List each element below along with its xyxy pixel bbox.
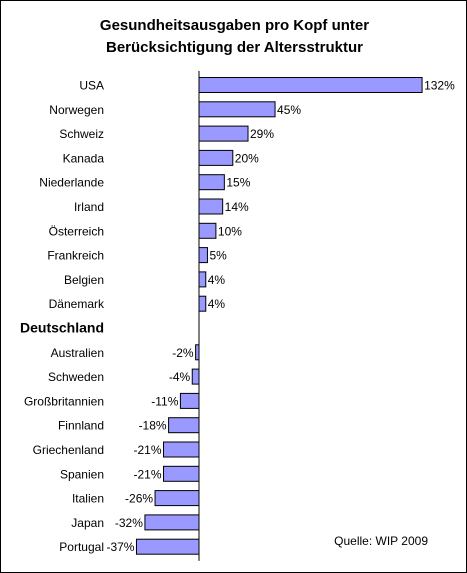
- bar-oesterreich: [198, 222, 217, 239]
- chart-title-line-2: Berücksichtigung der Altersstruktur: [106, 39, 363, 56]
- value-label-belgien: 4%: [208, 273, 226, 287]
- value-label-norwegen: 45%: [277, 103, 301, 117]
- bar-daenemark: [198, 295, 207, 312]
- bar-portugal: [135, 538, 200, 555]
- chart-title-line-1: Gesundheitsausgaben pro Kopf unter: [99, 17, 370, 34]
- category-label-usa: USA: [79, 79, 104, 93]
- category-label-australien: Australien: [51, 346, 104, 360]
- bar-belgien: [198, 271, 207, 288]
- bar-norwegen: [198, 101, 276, 118]
- category-label-kanada: Kanada: [63, 151, 105, 165]
- value-label-schweden: -4%: [169, 370, 191, 384]
- bar-usa: [198, 77, 423, 93]
- value-label-finnland: -18%: [139, 419, 167, 433]
- category-label-japan: Japan: [71, 516, 104, 530]
- category-label-spanien: Spanien: [60, 467, 104, 481]
- value-label-frankreich: 5%: [209, 249, 227, 263]
- bar-japan: [144, 514, 200, 531]
- bar-italien: [154, 490, 200, 507]
- bar-kanada: [198, 149, 234, 166]
- category-label-norwegen: Norwegen: [49, 103, 104, 117]
- category-label-oesterreich: Österreich: [49, 224, 104, 238]
- category-label-portugal: Portugal: [59, 540, 104, 554]
- value-label-grossbritannien: -11%: [151, 394, 178, 408]
- bar-griechenland: [163, 441, 200, 458]
- bar-irland: [198, 198, 224, 215]
- bar-niederlande: [198, 174, 225, 191]
- bar-finnland: [168, 417, 200, 434]
- category-label-deutschland: Deutschland: [20, 320, 104, 336]
- bar-grossbritannien: [179, 392, 200, 409]
- bar-australien: [195, 344, 200, 361]
- bar-schweiz: [198, 125, 249, 142]
- category-label-irland: Irland: [74, 200, 104, 214]
- value-label-niederlande: 15%: [226, 176, 250, 190]
- value-label-kanada: 20%: [235, 151, 259, 165]
- category-label-niederlande: Niederlande: [39, 176, 104, 190]
- value-label-japan: -32%: [115, 516, 143, 530]
- bar-spanien: [163, 465, 200, 482]
- source-note: Quelle: WIP 2009: [334, 534, 428, 548]
- value-label-australien: -2%: [172, 346, 194, 360]
- category-label-italien: Italien: [72, 492, 104, 506]
- category-label-schweden: Schweden: [48, 370, 104, 384]
- value-label-usa: 132%: [424, 79, 455, 93]
- value-label-griechenland: -21%: [133, 443, 161, 457]
- category-label-belgien: Belgien: [64, 273, 104, 287]
- bar-frankreich: [198, 247, 208, 264]
- value-label-portugal: -37%: [106, 540, 134, 554]
- category-label-daenemark: Dänemark: [49, 297, 105, 311]
- category-label-grossbritannien: Großbritannien: [24, 394, 104, 408]
- category-label-schweiz: Schweiz: [59, 127, 104, 141]
- value-label-oesterreich: 10%: [218, 224, 242, 238]
- value-label-daenemark: 4%: [208, 297, 226, 311]
- value-label-irland: 14%: [225, 200, 249, 214]
- category-label-frankreich: Frankreich: [47, 249, 104, 263]
- value-label-italien: -26%: [125, 492, 153, 506]
- category-label-griechenland: Griechenland: [33, 443, 104, 457]
- value-label-schweiz: 29%: [250, 127, 274, 141]
- category-label-finnland: Finnland: [58, 419, 104, 433]
- bar-schweden: [191, 368, 200, 385]
- value-label-spanien: -21%: [133, 467, 161, 481]
